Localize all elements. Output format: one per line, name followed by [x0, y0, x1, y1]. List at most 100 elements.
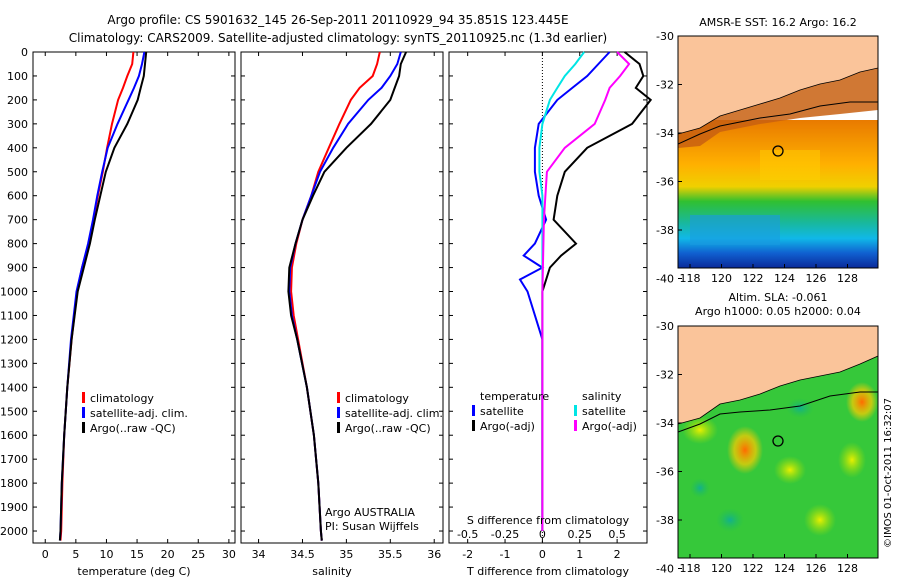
map-lon-label: 128	[837, 272, 858, 285]
s-difference-axis-label: S difference from climatology	[467, 514, 630, 527]
depth-contour	[678, 391, 878, 433]
y-tick-label: 100	[7, 70, 28, 83]
map-lon-label: 122	[743, 272, 764, 285]
map-lat-label: -36	[656, 176, 674, 189]
land-mass	[678, 36, 878, 134]
imos-credit: ©IMOS 01-Oct-2011 16:32:07	[883, 398, 894, 548]
map-lat-label: -34	[656, 417, 674, 430]
argo-agency-annotation: Argo AUSTRALIA	[325, 506, 415, 519]
y-tick-label: 500	[7, 166, 28, 179]
legend-title-temperature: temperature	[480, 390, 549, 403]
x-tick-label: 25	[191, 548, 205, 561]
y-tick-label: 1500	[0, 405, 28, 418]
sla-map-frame	[677, 325, 879, 559]
legend-label-climatology: climatology	[90, 392, 154, 405]
salinity-panel: 34 34.5 35 35.5 36	[240, 51, 444, 561]
map-lon-label: 122	[743, 562, 764, 575]
legend-label-climatology: climatology	[345, 392, 409, 405]
x-tick-label: 10	[99, 548, 113, 561]
y-tick-label: 1700	[0, 453, 28, 466]
sla-high-blob	[846, 382, 878, 422]
temperature-axis-label: temperature (deg C)	[77, 565, 190, 578]
map-lon-label: 120	[711, 272, 732, 285]
legend-swatch-s-satellite	[574, 405, 577, 416]
sla-positive-blob	[804, 504, 836, 536]
map-lat-label: -32	[656, 79, 674, 92]
map-lat-label: -40	[656, 563, 674, 576]
temperature-legend: climatology satellite-adj. clim. Argo(..…	[82, 392, 188, 435]
map-lat-label: -30	[656, 320, 674, 333]
legend-swatch-climatology	[337, 392, 340, 403]
x-tick-label: 2	[614, 548, 621, 561]
sla-map: Altim. SLA: -0.061 Argo h1000: 0.05 h200…	[656, 291, 879, 576]
y-tick-label: 2000	[0, 525, 28, 538]
sla-high-blob	[727, 426, 763, 474]
sla-positive-blob	[838, 442, 866, 478]
t-difference-axis-label: T difference from climatology	[466, 565, 629, 578]
y-tick-label: 1000	[0, 286, 28, 299]
y-tick-label: 800	[7, 238, 28, 251]
map-lat-label: -38	[656, 514, 674, 527]
sst-map-frame	[677, 35, 879, 269]
y-tick-label: 1900	[0, 501, 28, 514]
map-lat-label: -32	[656, 369, 674, 382]
y-tick-label: 300	[7, 118, 28, 131]
y-tick-label: 1600	[0, 429, 28, 442]
sla-map-title-line1: Altim. SLA: -0.061	[728, 291, 827, 304]
map-lon-label: 126	[806, 562, 827, 575]
legend-swatch-climatology	[82, 392, 85, 403]
legend-label-t-satellite: satellite	[480, 405, 524, 418]
sst-map: AMSR-E SST: 16.2 Argo: 16.2 -30 -32 -34 -36…	[656, 16, 879, 286]
x-top-tick-label: 0.25	[568, 528, 593, 541]
x-tick-label: 20	[161, 548, 175, 561]
sst-map-title: AMSR-E SST: 16.2 Argo: 16.2	[699, 16, 857, 29]
x-tick-label: 36	[427, 548, 441, 561]
coastline	[678, 67, 878, 135]
land-mass	[678, 326, 878, 424]
legend-label-satellite: satellite-adj. clim.	[345, 407, 443, 420]
legend-label-s-satellite: satellite	[582, 405, 626, 418]
x-tick-label: 1	[576, 548, 583, 561]
difference-legend: temperature salinity satellite Argo(-adj…	[472, 390, 637, 433]
legend-label-s-argo: Argo(-adj)	[582, 420, 637, 433]
legend-label-t-argo: Argo(-adj)	[480, 420, 535, 433]
y-tick-label: 200	[7, 94, 28, 107]
map-lon-label: 124	[774, 272, 795, 285]
legend-title-salinity: salinity	[582, 390, 622, 403]
map-lat-label: -34	[656, 127, 674, 140]
sla-negative-blob	[786, 398, 814, 418]
sla-negative-blob	[716, 508, 744, 532]
salinity-axis-label: salinity	[312, 565, 352, 578]
coastline	[678, 355, 878, 425]
map-lon-label: 124	[774, 562, 795, 575]
x-tick-label: 0	[42, 548, 49, 561]
y-tick-label: 1200	[0, 333, 28, 346]
x-tick-label: 15	[130, 548, 144, 561]
plot-frame	[32, 51, 236, 544]
y-tick-label: 1300	[0, 357, 28, 370]
legend-swatch-satellite	[337, 407, 340, 418]
x-top-tick-label: -0.5	[457, 528, 478, 541]
x-tick-label: 34	[252, 548, 266, 561]
plot-frame	[240, 51, 444, 544]
sla-negative-blob	[690, 478, 710, 498]
x-tick-label: 5	[72, 548, 79, 561]
sst-map-ticks: -30 -32 -34 -36 -38 -40 118 120 122 124 126 128	[656, 30, 858, 286]
sst-cold-patch	[690, 215, 780, 245]
x-top-tick-label: 0.5	[608, 528, 626, 541]
sla-positive-blob	[774, 456, 806, 484]
argo-pi-annotation: PI: Susan Wijffels	[325, 520, 419, 533]
figure-title-line1: Argo profile: CS 5901632_145 26-Sep-2011…	[107, 13, 568, 27]
sst-warm-patch	[760, 150, 820, 180]
legend-label-argo: Argo(..raw -QC)	[345, 422, 431, 435]
legend-swatch-t-argo	[472, 420, 475, 431]
x-tick-label: 35.5	[378, 548, 403, 561]
argo-float-marker	[772, 145, 784, 157]
map-lon-label: 128	[837, 562, 858, 575]
plot-frame	[448, 51, 648, 544]
y-tick-label: 400	[7, 142, 28, 155]
sst-field	[678, 120, 878, 268]
x-top-tick-label: 0	[539, 528, 546, 541]
depth-contour	[678, 101, 878, 145]
